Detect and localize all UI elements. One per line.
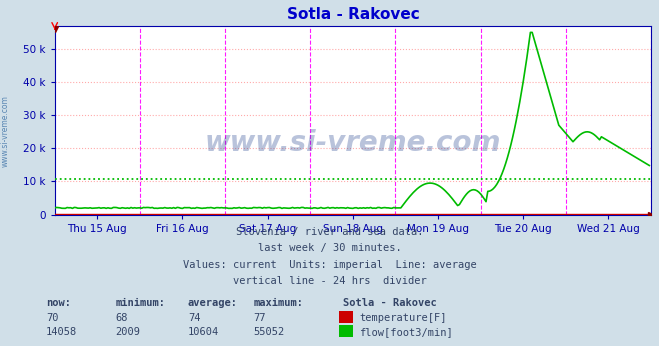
Text: minimum:: minimum: (115, 298, 165, 308)
Text: Slovenia / river and sea data.: Slovenia / river and sea data. (236, 227, 423, 237)
Text: maximum:: maximum: (254, 298, 304, 308)
Text: 77: 77 (254, 313, 266, 323)
Text: 55052: 55052 (254, 327, 285, 337)
Text: last week / 30 minutes.: last week / 30 minutes. (258, 243, 401, 253)
Text: now:: now: (46, 298, 71, 308)
Text: flow[foot3/min]: flow[foot3/min] (359, 327, 453, 337)
Text: Sotla - Rakovec: Sotla - Rakovec (343, 298, 436, 308)
Text: www.si-vreme.com: www.si-vreme.com (205, 129, 501, 157)
Text: www.si-vreme.com: www.si-vreme.com (1, 95, 10, 167)
Text: 74: 74 (188, 313, 200, 323)
Text: vertical line - 24 hrs  divider: vertical line - 24 hrs divider (233, 276, 426, 286)
Text: temperature[F]: temperature[F] (359, 313, 447, 323)
Text: average:: average: (188, 298, 238, 308)
Text: Values: current  Units: imperial  Line: average: Values: current Units: imperial Line: av… (183, 260, 476, 270)
Text: 70: 70 (46, 313, 59, 323)
Text: 2009: 2009 (115, 327, 140, 337)
Text: 10604: 10604 (188, 327, 219, 337)
Title: Sotla - Rakovec: Sotla - Rakovec (287, 7, 419, 22)
Text: 68: 68 (115, 313, 128, 323)
Text: 14058: 14058 (46, 327, 77, 337)
